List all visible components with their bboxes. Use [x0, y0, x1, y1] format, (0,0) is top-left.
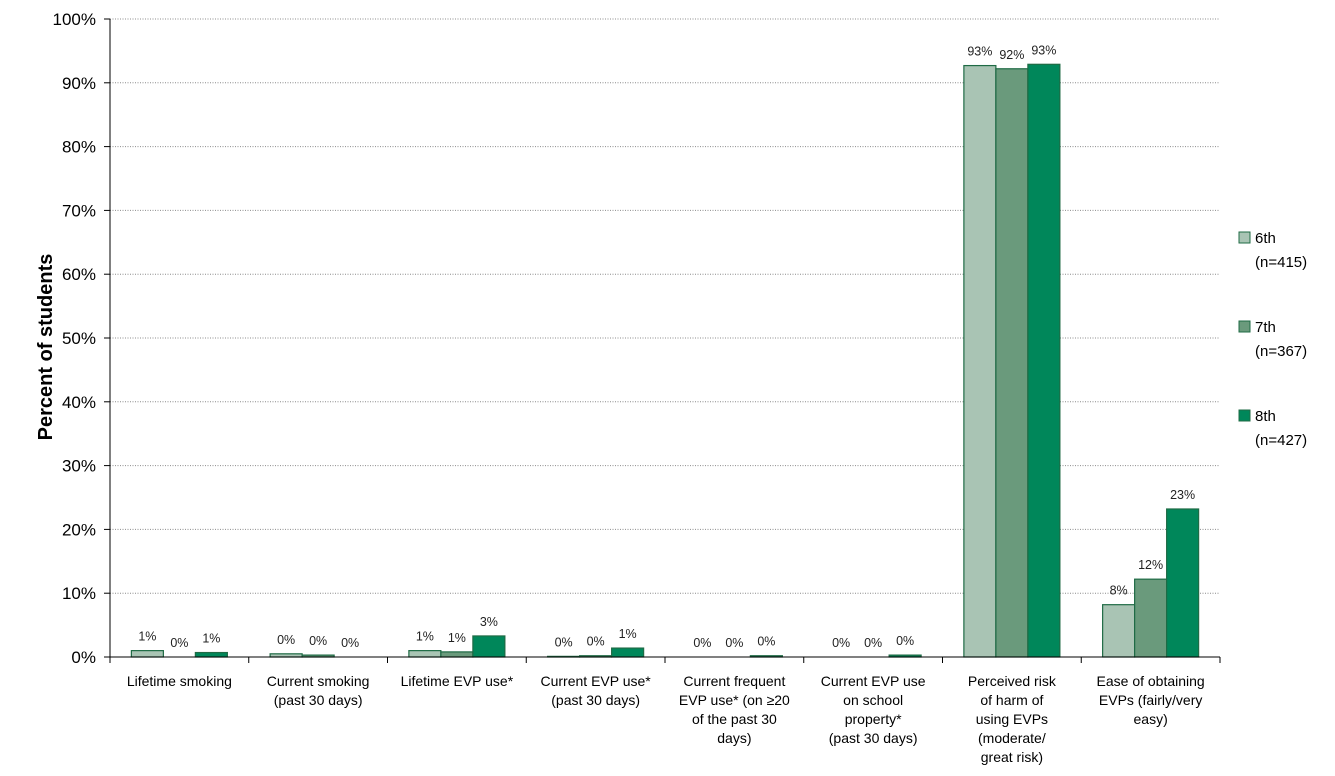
y-tick-label: 50% — [62, 329, 96, 348]
legend-swatch — [1238, 409, 1251, 422]
data-label: 1% — [619, 627, 637, 641]
x-category-labels: Lifetime smoking Current smoking (past 30 … — [127, 673, 1205, 765]
data-label: 1% — [416, 630, 434, 644]
y-tick-label: 0% — [71, 648, 96, 667]
y-tick-label: 60% — [62, 265, 96, 284]
y-tick-label: 90% — [62, 74, 96, 93]
data-label: 0% — [587, 635, 605, 649]
x-category-label: Current frequent EVP use* (on ≥20 of the p… — [679, 673, 790, 746]
data-label: 0% — [757, 635, 775, 649]
data-label: 0% — [864, 636, 882, 650]
legend-label: 8th — [1255, 408, 1276, 425]
gridlines — [110, 18, 1220, 594]
data-label: 1% — [448, 631, 466, 645]
legend-label: (n=367) — [1255, 343, 1307, 360]
data-label: 1% — [138, 630, 156, 644]
x-category-label: Current EVP use on school property* (past 3… — [821, 673, 926, 746]
legend: 6th (n=415) 7th (n=367) 8th (n=427) — [1238, 230, 1307, 449]
legend-label: 7th — [1255, 319, 1276, 336]
bar-6th-6 — [963, 64, 997, 658]
x-category-label: Lifetime EVP use* — [401, 673, 514, 689]
x-category-label: Current EVP use* (past 30 days) — [541, 673, 652, 708]
data-label: 93% — [967, 45, 992, 59]
y-tick-label: 80% — [62, 138, 96, 157]
x-category-label: Perceived risk of harm of using EVPs (moder… — [968, 673, 1057, 765]
data-label: 0% — [170, 636, 188, 650]
y-tick-label: 20% — [62, 520, 96, 539]
bar-7th-7 — [1134, 578, 1168, 658]
y-tick-label: 70% — [62, 201, 96, 220]
bars — [130, 63, 1200, 658]
y-axis-label: Percent of students — [35, 254, 57, 441]
bar-6th-2 — [408, 650, 442, 658]
bar-6th-0 — [130, 650, 164, 658]
data-label: 93% — [1031, 43, 1056, 57]
y-tick-label: 100% — [53, 10, 96, 29]
bar-7th-6 — [995, 68, 1029, 658]
legend-label: (n=427) — [1255, 432, 1307, 449]
data-label: 0% — [896, 634, 914, 648]
bar-8th-2 — [472, 635, 506, 658]
y-tick-label: 30% — [62, 457, 96, 476]
data-label: 0% — [693, 636, 711, 650]
y-tick-labels: 0% 10% 20% 30% 40% 50% 60% 70% 80% 90% 100% — [53, 10, 96, 667]
data-label: 3% — [480, 615, 498, 629]
bar-7th-2 — [440, 651, 474, 658]
legend-label: 6th — [1255, 230, 1276, 247]
data-label: 8% — [1110, 584, 1128, 598]
x-category-label: Ease of obtaining EVPs (fairly/very easy) — [1097, 673, 1205, 727]
bar-8th-6 — [1027, 63, 1061, 658]
bar-8th-3 — [611, 647, 645, 658]
data-label: 0% — [832, 636, 850, 650]
data-label: 0% — [341, 636, 359, 650]
bar-8th-7 — [1166, 508, 1200, 658]
data-labels: 1% 0% 1% 0% 0% 0% 1% 1% 3% 0% 0% 1% 0% 0% 0% 0% 0% 0% 93% 9… — [138, 43, 1195, 650]
x-category-label: Lifetime smoking — [127, 673, 232, 689]
data-label: 23% — [1170, 488, 1195, 502]
y-tick-label: 40% — [62, 393, 96, 412]
legend-label: (n=415) — [1255, 254, 1307, 271]
data-label: 0% — [725, 636, 743, 650]
y-tick-label: 10% — [62, 584, 96, 603]
data-label: 92% — [999, 48, 1024, 62]
bar-8th-0 — [194, 651, 228, 658]
x-category-label: Current smoking (past 30 days) — [267, 673, 370, 708]
data-label: 1% — [202, 632, 220, 646]
data-label: 12% — [1138, 558, 1163, 572]
legend-swatch — [1238, 231, 1251, 244]
data-label: 0% — [277, 633, 295, 647]
legend-swatch — [1238, 320, 1251, 333]
data-label: 0% — [555, 635, 573, 649]
axes — [104, 18, 1221, 663]
bar-6th-7 — [1102, 604, 1136, 658]
data-label: 0% — [309, 634, 327, 648]
